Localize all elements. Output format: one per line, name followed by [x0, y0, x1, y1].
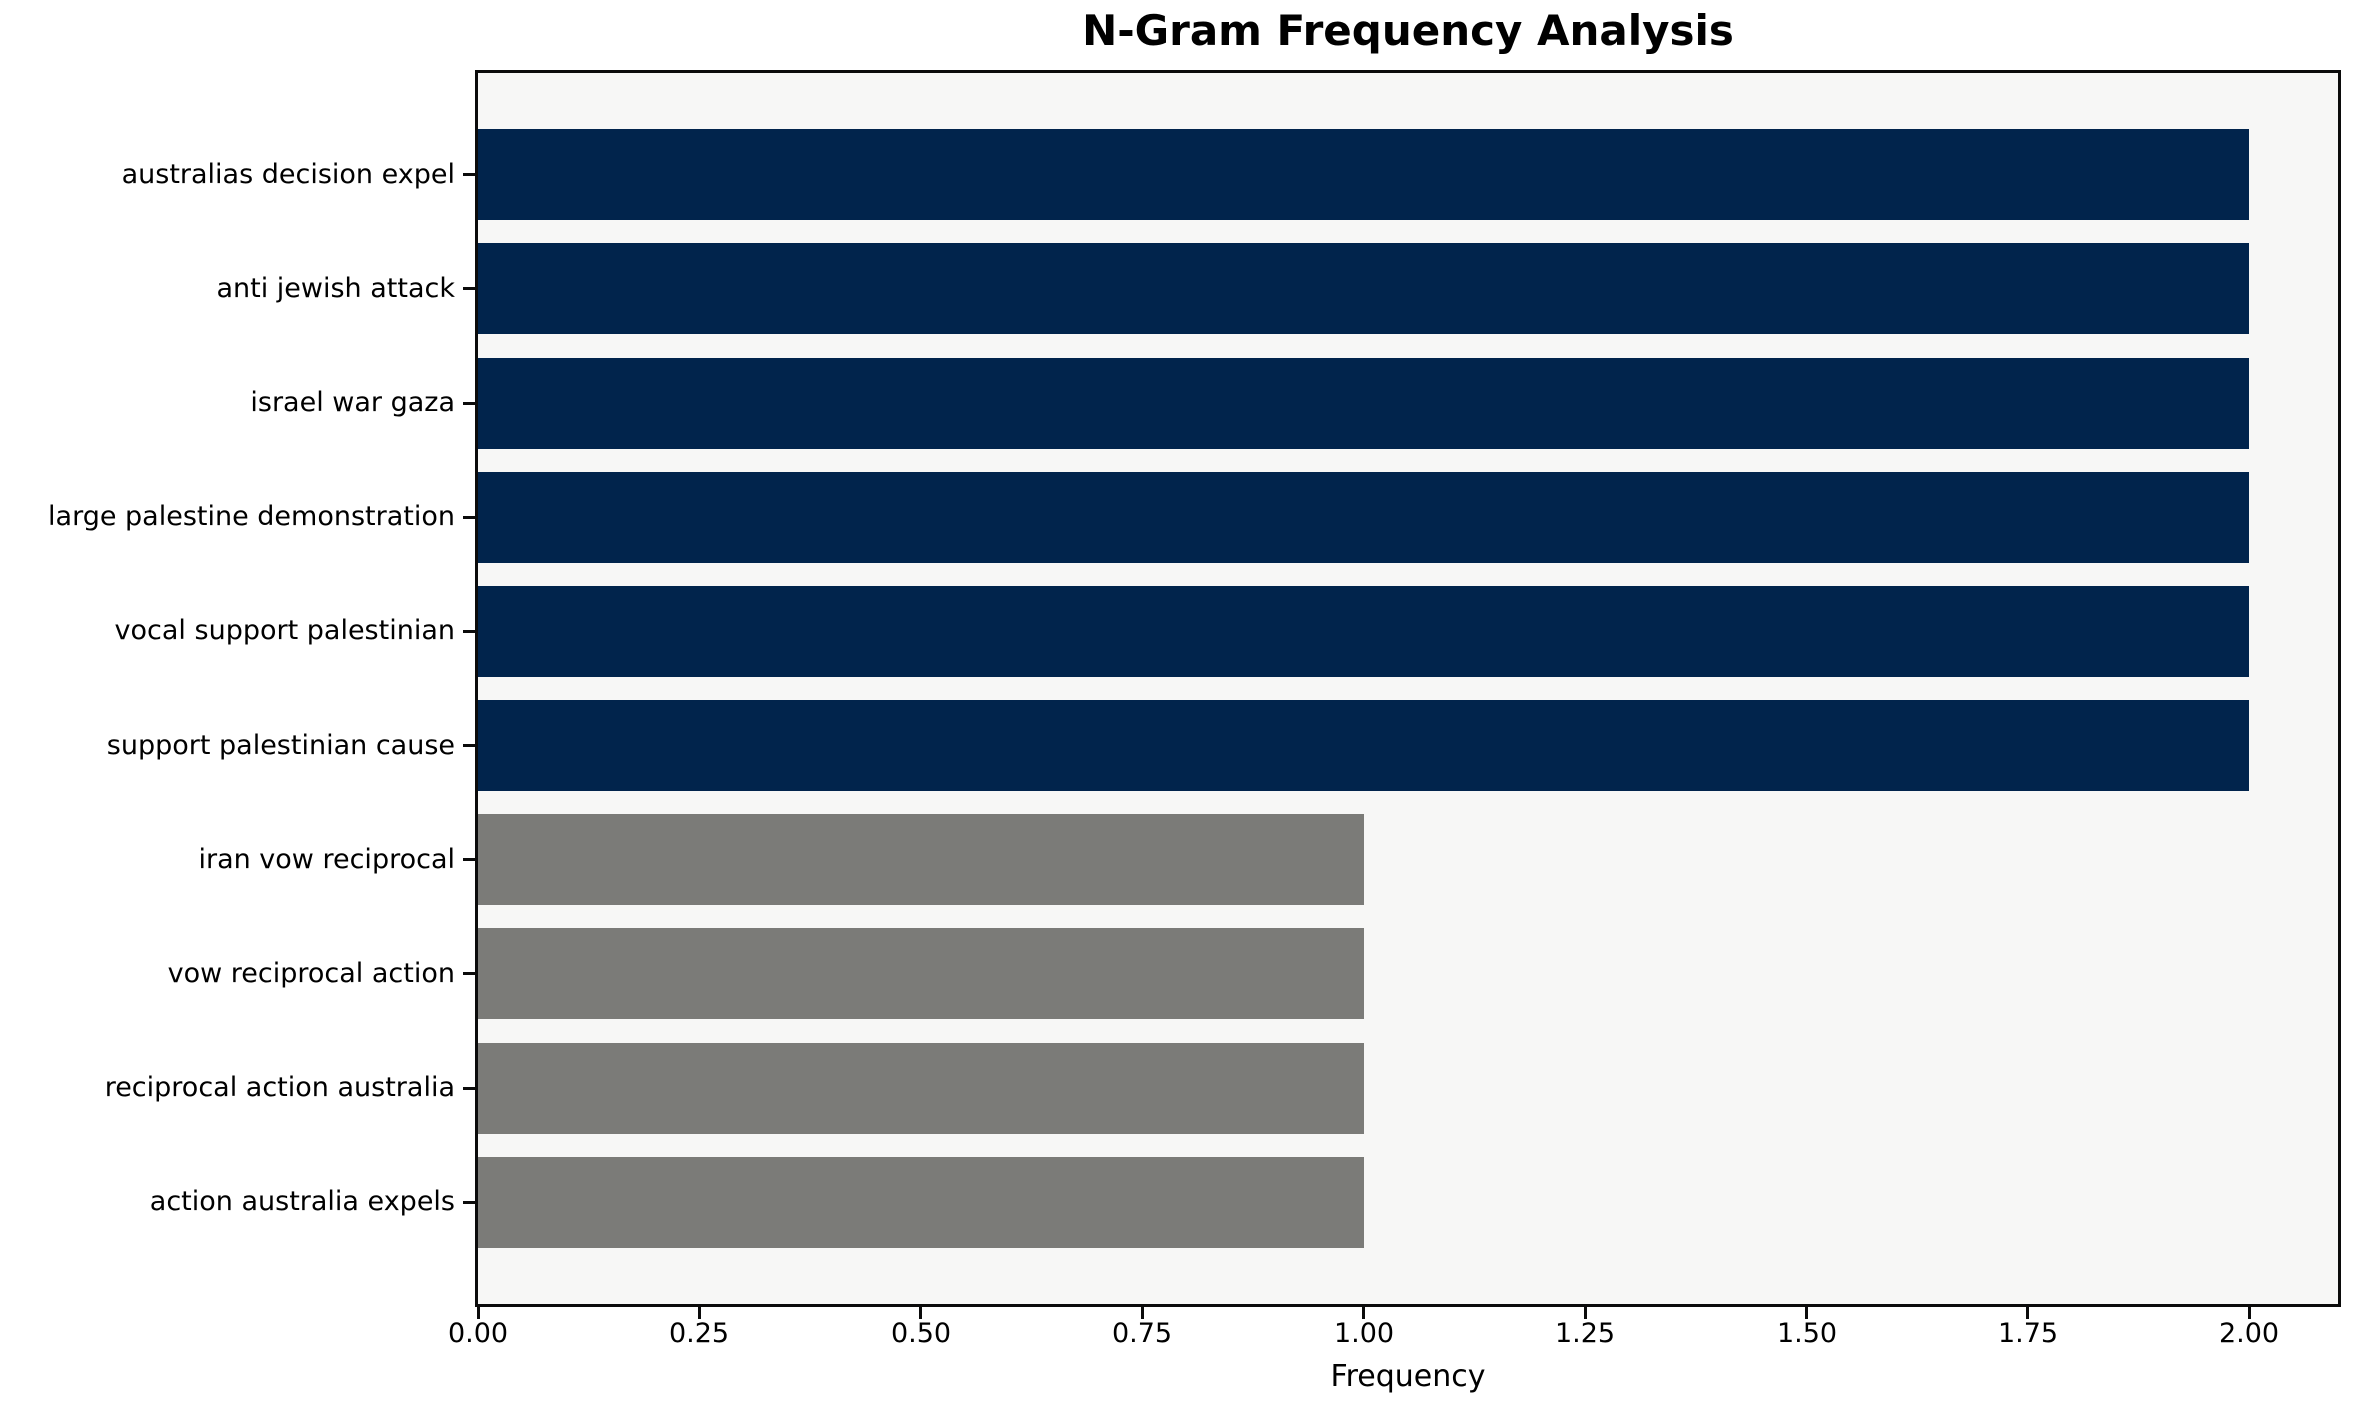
x-tick-label: 1.25: [1554, 1318, 1616, 1349]
bar: [478, 243, 2249, 334]
y-tick-mark: [463, 744, 475, 747]
x-tick-mark: [1805, 1307, 1808, 1319]
y-tick-mark: [463, 516, 475, 519]
y-tick-label: support palestinian cause: [106, 730, 455, 761]
x-tick-label: 2.00: [2218, 1318, 2280, 1349]
y-tick-label: large palestine demonstration: [48, 501, 455, 532]
x-tick-mark: [2248, 1307, 2251, 1319]
bar: [478, 472, 2249, 563]
y-tick-mark: [463, 1201, 475, 1204]
x-tick-mark: [1362, 1307, 1365, 1319]
bar: [478, 1043, 1364, 1134]
bar: [478, 700, 2249, 791]
x-tick-label: 0.50: [890, 1318, 952, 1349]
y-tick-mark: [463, 287, 475, 290]
bar: [478, 586, 2249, 677]
x-tick-label: 1.00: [1333, 1318, 1395, 1349]
x-tick-mark: [1141, 1307, 1144, 1319]
plot-area: [475, 70, 2341, 1307]
bar: [478, 358, 2249, 449]
x-tick-mark: [477, 1307, 480, 1319]
y-tick-label: israel war gaza: [250, 387, 455, 418]
x-tick-mark: [2026, 1307, 2029, 1319]
x-tick-label: 0.25: [668, 1318, 730, 1349]
y-tick-mark: [463, 858, 475, 861]
y-tick-mark: [463, 630, 475, 633]
x-tick-mark: [1584, 1307, 1587, 1319]
bar: [478, 928, 1364, 1019]
chart-title: N-Gram Frequency Analysis: [1082, 6, 1734, 55]
x-tick-label: 0.00: [447, 1318, 509, 1349]
y-tick-label: australias decision expel: [121, 159, 455, 190]
y-tick-mark: [463, 972, 475, 975]
y-tick-label: vow reciprocal action: [167, 958, 455, 989]
y-tick-label: iran vow reciprocal: [198, 844, 455, 875]
bar: [478, 814, 1364, 905]
bar: [478, 1157, 1364, 1248]
bar: [478, 129, 2249, 220]
y-tick-label: vocal support palestinian: [114, 615, 455, 646]
x-tick-mark: [698, 1307, 701, 1319]
x-tick-label: 1.50: [1776, 1318, 1838, 1349]
x-tick-mark: [919, 1307, 922, 1319]
x-tick-label: 0.75: [1111, 1318, 1173, 1349]
x-axis-label: Frequency: [1330, 1359, 1486, 1394]
y-tick-label: action australia expels: [149, 1186, 455, 1217]
y-tick-mark: [463, 173, 475, 176]
y-tick-mark: [463, 1087, 475, 1090]
y-tick-label: anti jewish attack: [216, 273, 455, 304]
x-tick-label: 1.75: [1997, 1318, 2059, 1349]
y-tick-label: reciprocal action australia: [104, 1072, 455, 1103]
y-tick-mark: [463, 402, 475, 405]
